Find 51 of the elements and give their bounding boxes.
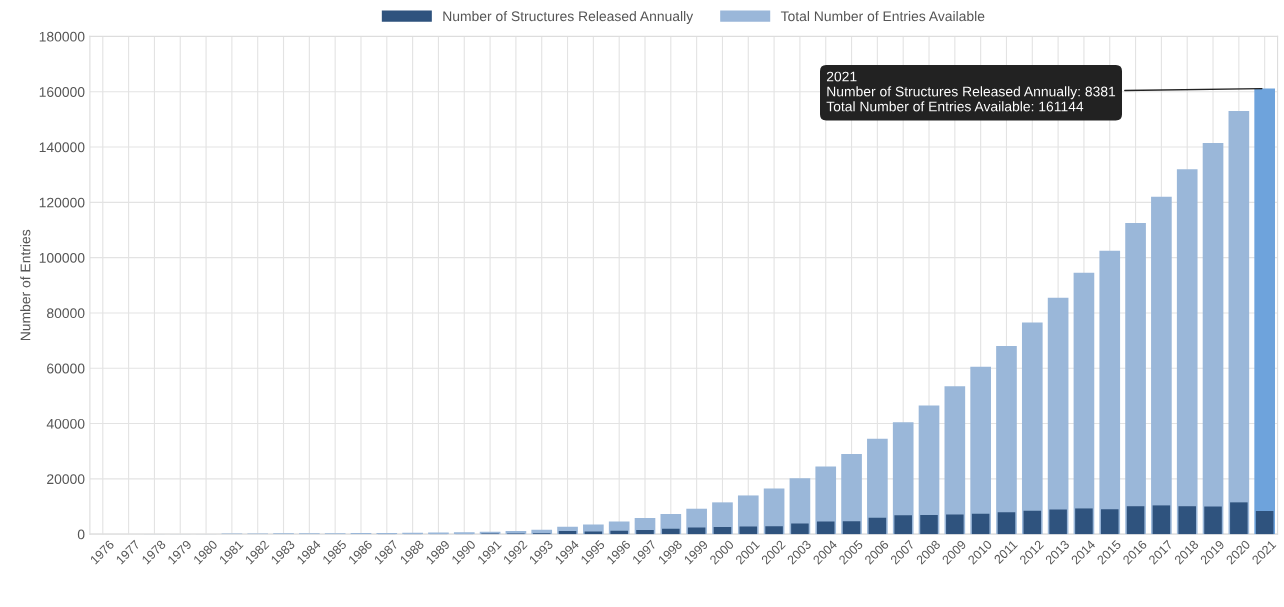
bar (1023, 510, 1042, 535)
bar (1178, 506, 1196, 535)
bar (1151, 196, 1172, 535)
legend-label: Number of Structures Released Annually (443, 10, 694, 24)
bar (920, 515, 938, 535)
legend-label: Total Number of Entries Available (780, 10, 985, 22)
bar (1254, 88, 1275, 535)
bar (739, 526, 758, 535)
bar (946, 514, 964, 535)
bar (791, 523, 809, 535)
y-tick-label: 40000 (46, 418, 85, 429)
bar (997, 512, 1016, 535)
bar (1152, 505, 1171, 535)
bar (584, 531, 603, 535)
y-tick-label: 160000 (39, 87, 85, 97)
bar (765, 526, 783, 535)
bar (1075, 508, 1093, 535)
y-tick-label: 60000 (47, 363, 85, 374)
y-tick-label: 120000 (39, 197, 85, 208)
bar (1073, 272, 1095, 535)
y-tick-label: 0 (77, 529, 85, 540)
annotation: 2021 Number of Structures Released Annually: 8381 Total Number of Entries Available: 161144 (826, 71, 1116, 112)
bar (1125, 223, 1146, 535)
bar (1255, 510, 1274, 535)
bar (894, 515, 912, 535)
y-tick-label: 100000 (39, 252, 85, 263)
bar (1228, 111, 1250, 535)
bar (816, 521, 835, 535)
y-tick-label: 140000 (39, 142, 85, 153)
y-axis-title: Number of Entries (20, 229, 31, 341)
y-tick-label: 180000 (39, 31, 85, 42)
bar (842, 521, 861, 535)
bar (1176, 169, 1198, 535)
bar (662, 528, 680, 535)
bar (868, 517, 887, 535)
y-tick-label: 20000 (47, 474, 85, 485)
bar (610, 530, 628, 535)
bar (1049, 509, 1067, 535)
bar (636, 530, 654, 535)
bar (1047, 297, 1069, 535)
bar (558, 531, 577, 535)
bar (1099, 250, 1121, 535)
bar (1021, 322, 1043, 535)
bar (1126, 506, 1145, 535)
bar (1202, 142, 1224, 535)
bar (1100, 509, 1119, 535)
bar (1230, 502, 1248, 535)
y-tick-label: 80000 (47, 308, 85, 319)
bar (713, 526, 732, 535)
bar (1204, 506, 1222, 535)
bar (971, 513, 990, 535)
